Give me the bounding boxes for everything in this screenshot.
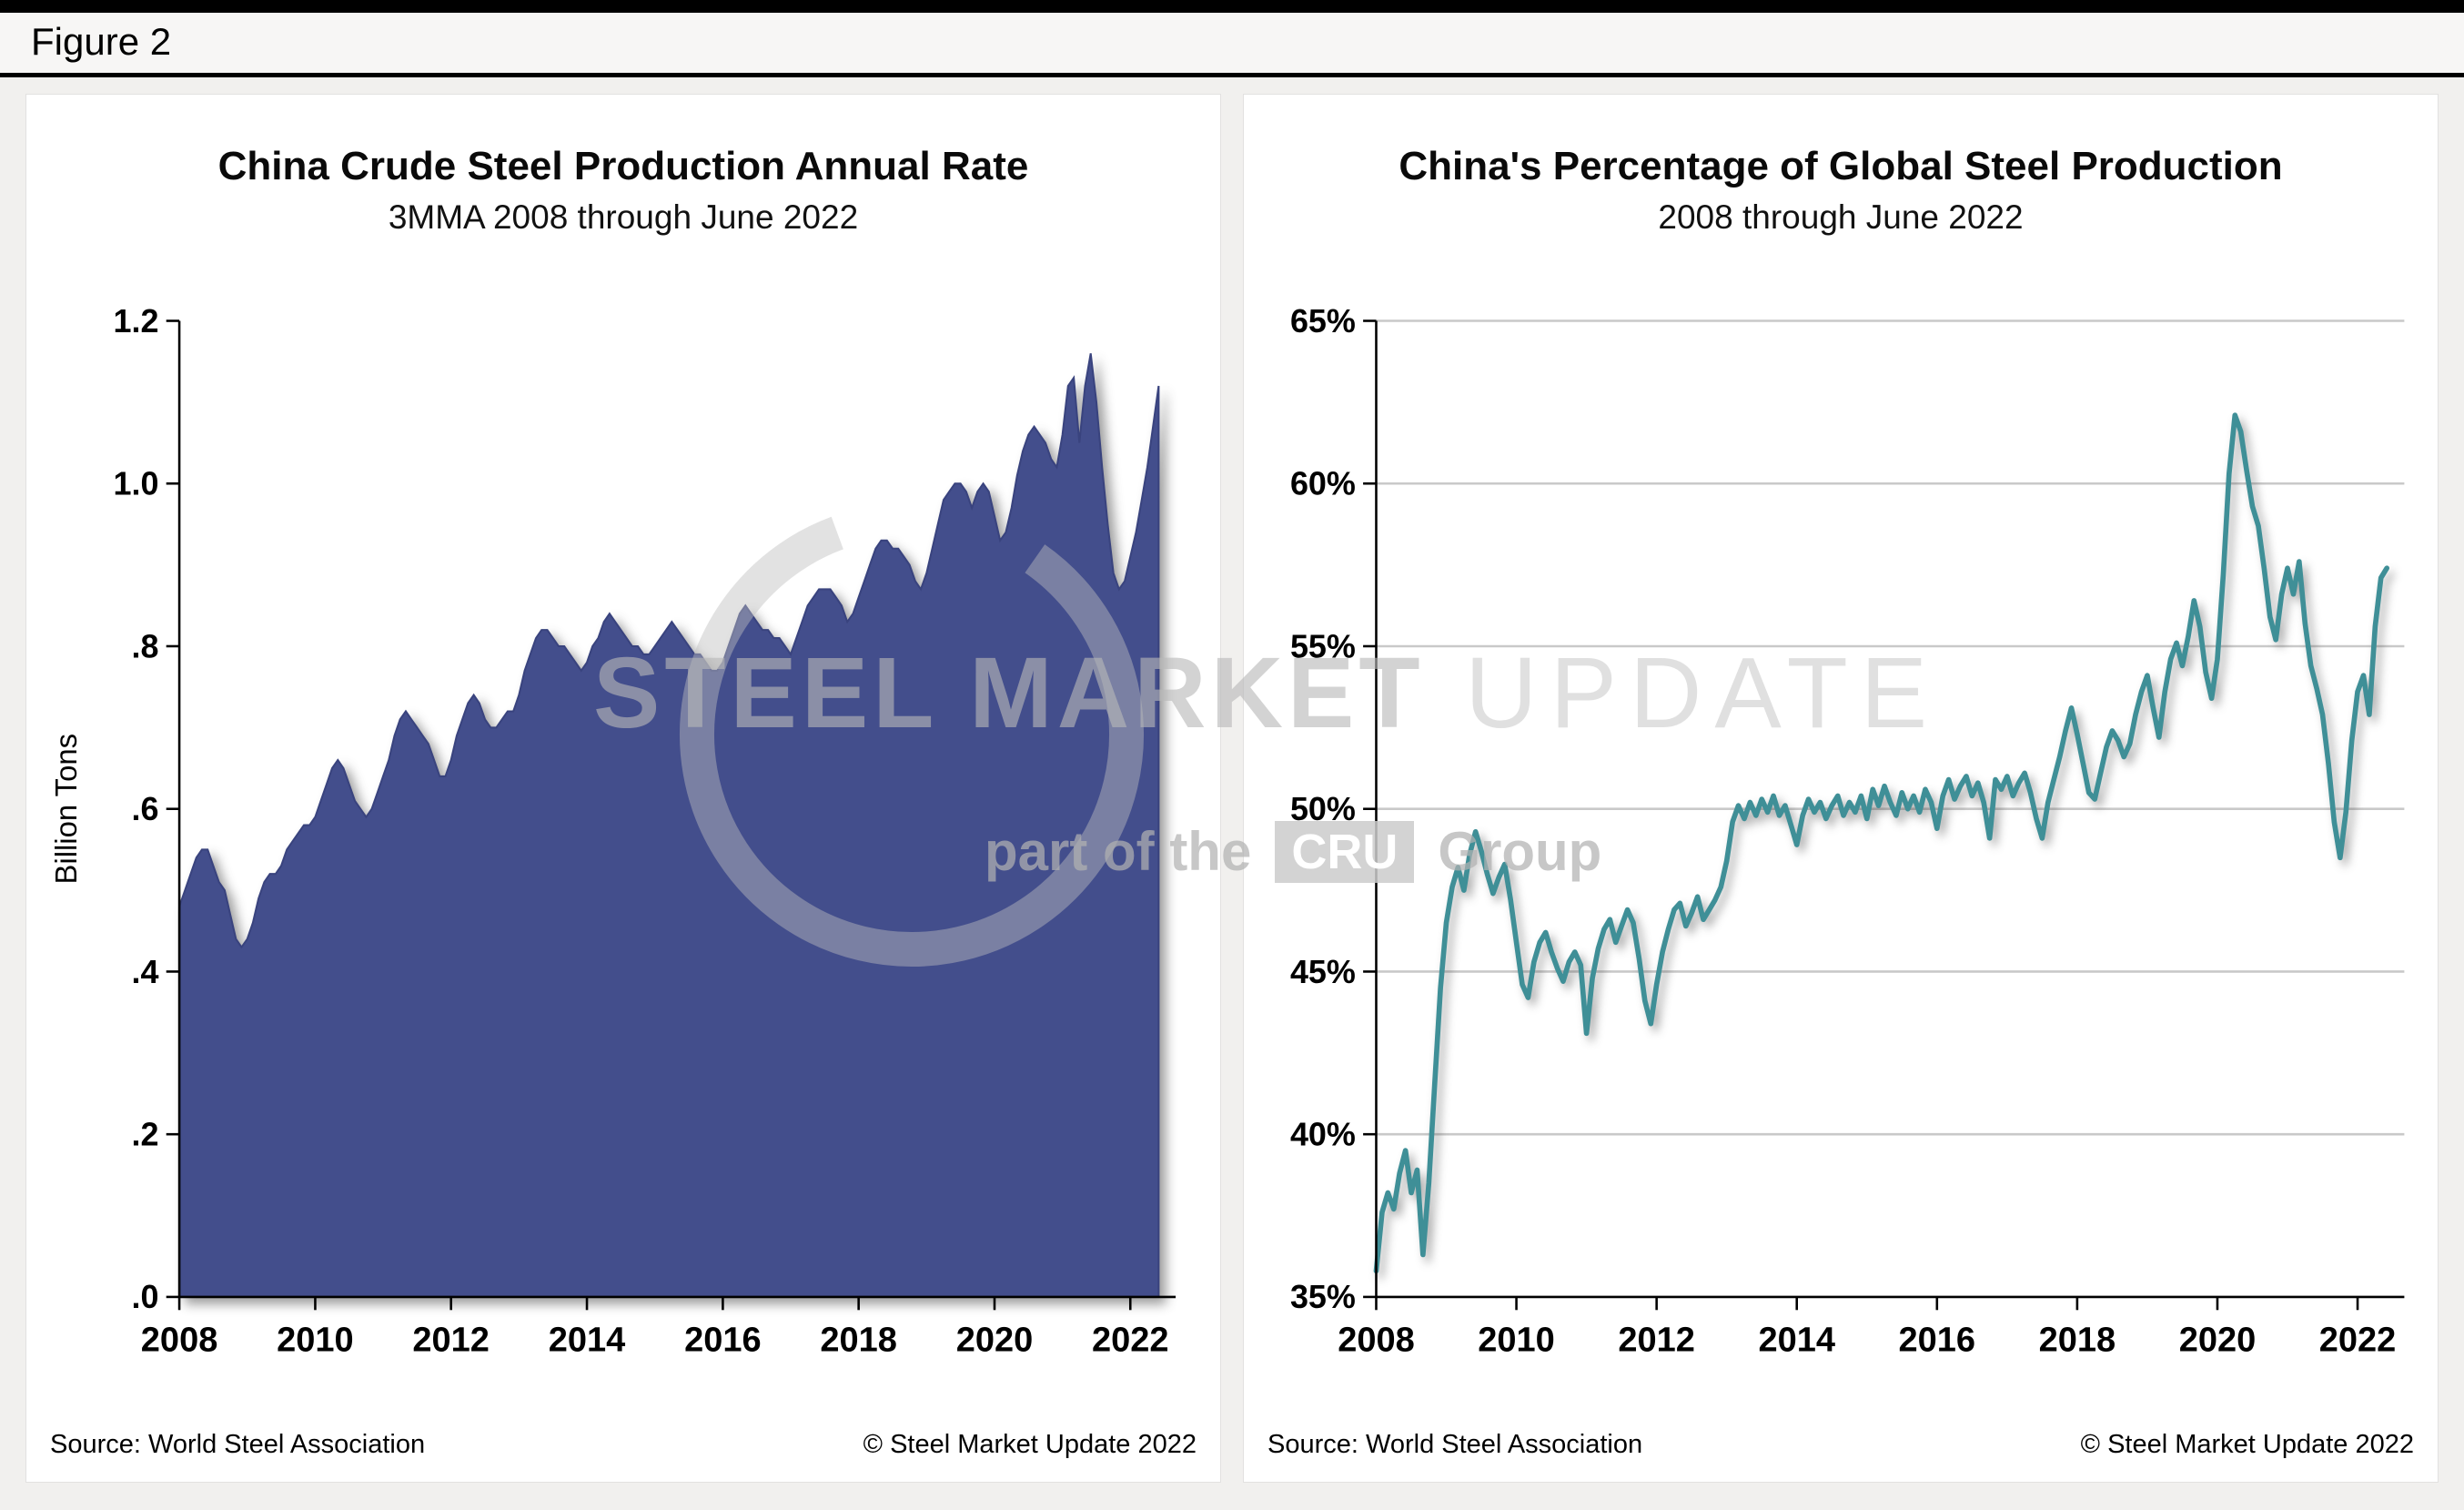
y-tick-label: .0: [131, 1278, 158, 1315]
copyright-text: © Steel Market Update 2022: [863, 1430, 1197, 1459]
y-tick-label: .8: [131, 627, 158, 664]
x-tick-label: 2016: [684, 1321, 762, 1359]
crude-steel-subtitle: 3MMA 2008 through June 2022: [388, 198, 859, 236]
source-text: Source: World Steel Association: [1267, 1430, 1643, 1459]
x-tick-label: 2012: [412, 1321, 490, 1359]
x-tick-label: 2022: [2319, 1321, 2397, 1359]
x-tick-label: 2022: [1092, 1321, 1169, 1359]
global-share-footer: Source: World Steel Association © Steel …: [1244, 1430, 2438, 1482]
production-area-chart: .0 .2 .4 .6 .8 1.0 1.2 2008 2010 2012 2014 2016 2018…: [49, 302, 1176, 1359]
x-tick-label: 2020: [2179, 1321, 2257, 1359]
x-tick-label: 2008: [1338, 1321, 1415, 1359]
x-tick-label: 2014: [1758, 1321, 1835, 1359]
figure-label: Figure 2: [0, 13, 2464, 73]
y-tick-label: .2: [131, 1116, 158, 1153]
y-tick-label: .4: [131, 953, 158, 990]
x-tick-label: 2020: [956, 1321, 1034, 1359]
y-tick-label: 60%: [1290, 465, 1356, 502]
share-line-chart: 35% 40% 45% 50% 55% 60% 65% 2008 2010 2012 2014 201…: [1290, 302, 2405, 1359]
x-tick-label: 2008: [141, 1321, 218, 1359]
y-axis-title: Billion Tons: [49, 734, 83, 885]
header-divider: [0, 73, 2464, 77]
crude-steel-panel: China Crude Steel Production Annual Rate…: [25, 94, 1221, 1483]
x-tick-label: 2016: [1899, 1321, 1976, 1359]
crude-steel-chart-area: .0 .2 .4 .6 .8 1.0 1.2 2008 2010 2012 2014 2016 2018…: [26, 237, 1220, 1430]
x-tick-label: 2010: [1478, 1321, 1555, 1359]
source-text: Source: World Steel Association: [50, 1430, 426, 1459]
x-tick-label: 2014: [549, 1321, 626, 1359]
crude-steel-title: China Crude Steel Production Annual Rate: [217, 144, 1029, 188]
y-tick-label: 65%: [1290, 302, 1356, 339]
copyright-text: © Steel Market Update 2022: [2080, 1430, 2414, 1459]
y-tick-label: 1.0: [114, 465, 159, 502]
charts-container: China Crude Steel Production Annual Rate…: [0, 77, 2464, 1483]
y-tick-label: 1.2: [114, 302, 159, 339]
y-tick-label: 50%: [1290, 790, 1356, 827]
x-tick-label: 2012: [1618, 1321, 1695, 1359]
x-tick-label: 2018: [2039, 1321, 2116, 1359]
y-tick-label: 40%: [1290, 1116, 1356, 1153]
line-series: [1373, 412, 2390, 1274]
y-tick-label: 35%: [1290, 1278, 1356, 1315]
crude-steel-footer: Source: World Steel Association © Steel …: [26, 1430, 1220, 1482]
global-share-subtitle: 2008 through June 2022: [1658, 198, 2024, 236]
area-series: [178, 353, 1160, 1298]
x-tick-label: 2010: [277, 1321, 354, 1359]
x-tick-label: 2018: [820, 1321, 897, 1359]
global-share-title: China's Percentage of Global Steel Produ…: [1399, 144, 2283, 188]
y-tick-label: 55%: [1290, 627, 1356, 664]
top-black-bar: [0, 0, 2464, 13]
global-share-panel: China's Percentage of Global Steel Produ…: [1243, 94, 2439, 1483]
global-share-chart-area: 35% 40% 45% 50% 55% 60% 65% 2008 2010 2012 2014 201…: [1244, 237, 2438, 1430]
y-tick-label: 45%: [1290, 953, 1356, 990]
y-tick-label: .6: [131, 790, 158, 827]
